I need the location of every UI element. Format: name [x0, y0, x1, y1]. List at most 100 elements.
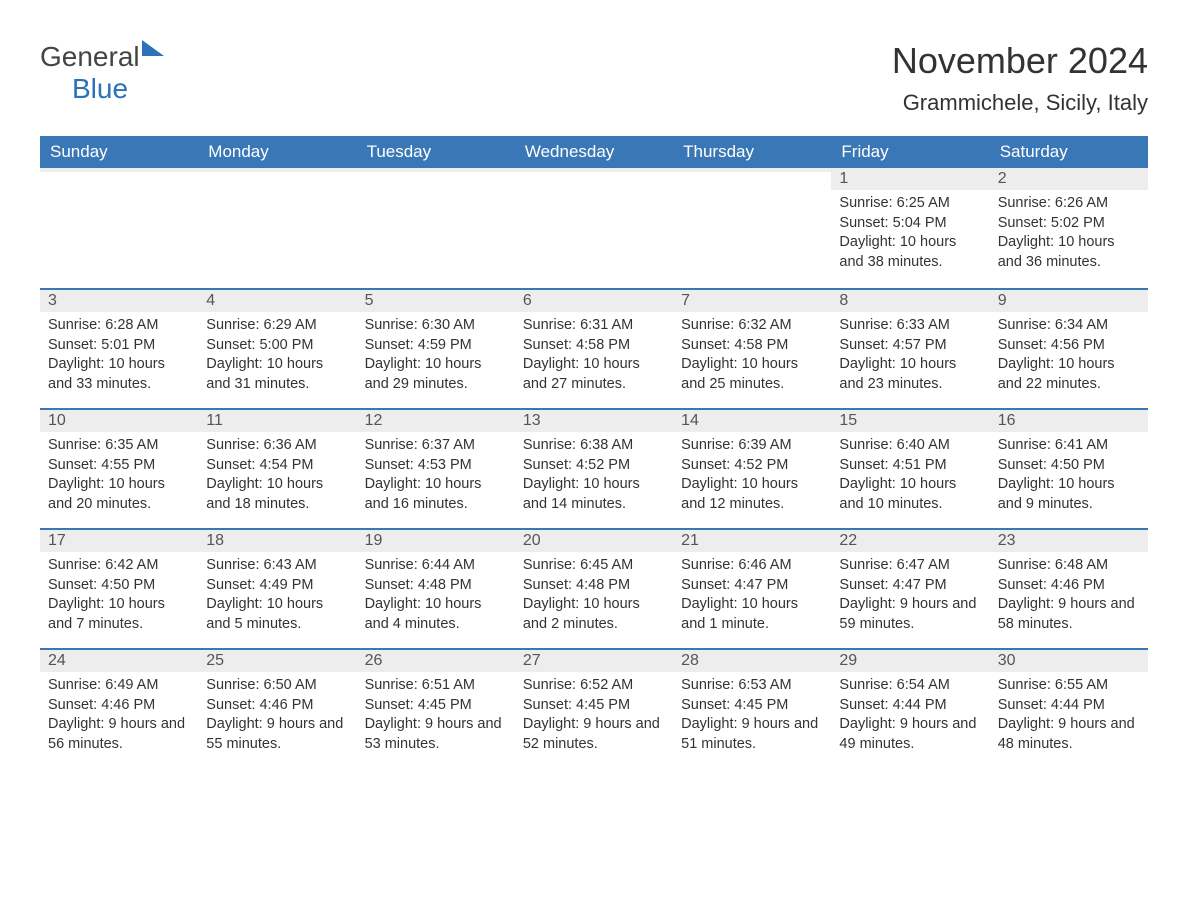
day-number: 6: [515, 288, 673, 312]
sunset-text: Sunset: 4:50 PM: [998, 456, 1140, 476]
day-number: 14: [673, 408, 831, 432]
calendar-week-row: 10Sunrise: 6:35 AMSunset: 4:55 PMDayligh…: [40, 408, 1148, 528]
day-number: [40, 168, 198, 172]
sunrise-text: Sunrise: 6:51 AM: [365, 676, 507, 696]
day-details: Sunrise: 6:50 AMSunset: 4:46 PMDaylight:…: [198, 672, 356, 762]
day-number: 4: [198, 288, 356, 312]
sunrise-text: Sunrise: 6:48 AM: [998, 556, 1140, 576]
sunrise-text: Sunrise: 6:43 AM: [206, 556, 348, 576]
day-details: Sunrise: 6:51 AMSunset: 4:45 PMDaylight:…: [357, 672, 515, 762]
calendar-day-cell: [515, 168, 673, 288]
sunset-text: Sunset: 5:02 PM: [998, 214, 1140, 234]
day-number: 29: [831, 648, 989, 672]
sunset-text: Sunset: 4:58 PM: [523, 336, 665, 356]
calendar-day-cell: 21Sunrise: 6:46 AMSunset: 4:47 PMDayligh…: [673, 528, 831, 648]
day-number: 10: [40, 408, 198, 432]
calendar-day-cell: 7Sunrise: 6:32 AMSunset: 4:58 PMDaylight…: [673, 288, 831, 408]
calendar-day-cell: 6Sunrise: 6:31 AMSunset: 4:58 PMDaylight…: [515, 288, 673, 408]
sunrise-text: Sunrise: 6:28 AM: [48, 316, 190, 336]
calendar-day-cell: 1Sunrise: 6:25 AMSunset: 5:04 PMDaylight…: [831, 168, 989, 288]
day-number: 18: [198, 528, 356, 552]
day-number: 26: [357, 648, 515, 672]
daylight-text: Daylight: 9 hours and 51 minutes.: [681, 715, 823, 754]
sunrise-text: Sunrise: 6:54 AM: [839, 676, 981, 696]
day-details: Sunrise: 6:39 AMSunset: 4:52 PMDaylight:…: [673, 432, 831, 522]
day-number: 11: [198, 408, 356, 432]
calendar-day-cell: 12Sunrise: 6:37 AMSunset: 4:53 PMDayligh…: [357, 408, 515, 528]
calendar-day-cell: 16Sunrise: 6:41 AMSunset: 4:50 PMDayligh…: [990, 408, 1148, 528]
sunset-text: Sunset: 4:45 PM: [681, 696, 823, 716]
daylight-text: Daylight: 9 hours and 59 minutes.: [839, 595, 981, 634]
calendar-day-cell: [357, 168, 515, 288]
weekday-header: Monday: [198, 136, 356, 168]
day-details: Sunrise: 6:37 AMSunset: 4:53 PMDaylight:…: [357, 432, 515, 522]
daylight-text: Daylight: 10 hours and 27 minutes.: [523, 355, 665, 394]
sunrise-text: Sunrise: 6:37 AM: [365, 436, 507, 456]
daylight-text: Daylight: 10 hours and 2 minutes.: [523, 595, 665, 634]
calendar-day-cell: 5Sunrise: 6:30 AMSunset: 4:59 PMDaylight…: [357, 288, 515, 408]
calendar-day-cell: 23Sunrise: 6:48 AMSunset: 4:46 PMDayligh…: [990, 528, 1148, 648]
daylight-text: Daylight: 10 hours and 7 minutes.: [48, 595, 190, 634]
weekday-header: Tuesday: [357, 136, 515, 168]
day-number: 20: [515, 528, 673, 552]
day-details: Sunrise: 6:47 AMSunset: 4:47 PMDaylight:…: [831, 552, 989, 642]
weekday-header: Friday: [831, 136, 989, 168]
sunset-text: Sunset: 4:46 PM: [206, 696, 348, 716]
sunset-text: Sunset: 4:57 PM: [839, 336, 981, 356]
daylight-text: Daylight: 10 hours and 16 minutes.: [365, 475, 507, 514]
sunrise-text: Sunrise: 6:40 AM: [839, 436, 981, 456]
calendar-day-cell: 25Sunrise: 6:50 AMSunset: 4:46 PMDayligh…: [198, 648, 356, 768]
sunrise-text: Sunrise: 6:41 AM: [998, 436, 1140, 456]
calendar-day-cell: 8Sunrise: 6:33 AMSunset: 4:57 PMDaylight…: [831, 288, 989, 408]
day-number: 5: [357, 288, 515, 312]
day-number: 7: [673, 288, 831, 312]
day-number: [198, 168, 356, 172]
sunrise-text: Sunrise: 6:46 AM: [681, 556, 823, 576]
daylight-text: Daylight: 10 hours and 1 minute.: [681, 595, 823, 634]
day-details: Sunrise: 6:49 AMSunset: 4:46 PMDaylight:…: [40, 672, 198, 762]
calendar-week-row: 24Sunrise: 6:49 AMSunset: 4:46 PMDayligh…: [40, 648, 1148, 768]
calendar-day-cell: 10Sunrise: 6:35 AMSunset: 4:55 PMDayligh…: [40, 408, 198, 528]
day-number: 17: [40, 528, 198, 552]
sunrise-text: Sunrise: 6:38 AM: [523, 436, 665, 456]
sunrise-text: Sunrise: 6:44 AM: [365, 556, 507, 576]
title-block: November 2024 Grammichele, Sicily, Italy: [892, 40, 1148, 116]
calendar-day-cell: 28Sunrise: 6:53 AMSunset: 4:45 PMDayligh…: [673, 648, 831, 768]
sunset-text: Sunset: 4:48 PM: [365, 576, 507, 596]
day-details: Sunrise: 6:41 AMSunset: 4:50 PMDaylight:…: [990, 432, 1148, 522]
day-number: 1: [831, 168, 989, 190]
daylight-text: Daylight: 10 hours and 38 minutes.: [839, 233, 981, 272]
calendar-table: Sunday Monday Tuesday Wednesday Thursday…: [40, 136, 1148, 768]
calendar-day-cell: 13Sunrise: 6:38 AMSunset: 4:52 PMDayligh…: [515, 408, 673, 528]
page-header: General Blue November 2024 Grammichele, …: [40, 40, 1148, 116]
daylight-text: Daylight: 10 hours and 31 minutes.: [206, 355, 348, 394]
daylight-text: Daylight: 10 hours and 23 minutes.: [839, 355, 981, 394]
day-details: Sunrise: 6:38 AMSunset: 4:52 PMDaylight:…: [515, 432, 673, 522]
day-number: 16: [990, 408, 1148, 432]
sunset-text: Sunset: 4:44 PM: [839, 696, 981, 716]
sunrise-text: Sunrise: 6:50 AM: [206, 676, 348, 696]
sunset-text: Sunset: 4:58 PM: [681, 336, 823, 356]
sunset-text: Sunset: 5:04 PM: [839, 214, 981, 234]
sunrise-text: Sunrise: 6:32 AM: [681, 316, 823, 336]
day-details: Sunrise: 6:52 AMSunset: 4:45 PMDaylight:…: [515, 672, 673, 762]
daylight-text: Daylight: 10 hours and 18 minutes.: [206, 475, 348, 514]
day-number: 27: [515, 648, 673, 672]
sunrise-text: Sunrise: 6:30 AM: [365, 316, 507, 336]
sunset-text: Sunset: 4:48 PM: [523, 576, 665, 596]
daylight-text: Daylight: 10 hours and 5 minutes.: [206, 595, 348, 634]
day-number: 9: [990, 288, 1148, 312]
sunset-text: Sunset: 4:46 PM: [998, 576, 1140, 596]
weekday-header: Saturday: [990, 136, 1148, 168]
sunset-text: Sunset: 5:00 PM: [206, 336, 348, 356]
calendar-day-cell: 30Sunrise: 6:55 AMSunset: 4:44 PMDayligh…: [990, 648, 1148, 768]
daylight-text: Daylight: 10 hours and 9 minutes.: [998, 475, 1140, 514]
day-number: 21: [673, 528, 831, 552]
daylight-text: Daylight: 10 hours and 14 minutes.: [523, 475, 665, 514]
sunset-text: Sunset: 4:59 PM: [365, 336, 507, 356]
day-number: 13: [515, 408, 673, 432]
daylight-text: Daylight: 9 hours and 49 minutes.: [839, 715, 981, 754]
sunset-text: Sunset: 4:54 PM: [206, 456, 348, 476]
calendar-week-row: 1Sunrise: 6:25 AMSunset: 5:04 PMDaylight…: [40, 168, 1148, 288]
weekday-header: Sunday: [40, 136, 198, 168]
